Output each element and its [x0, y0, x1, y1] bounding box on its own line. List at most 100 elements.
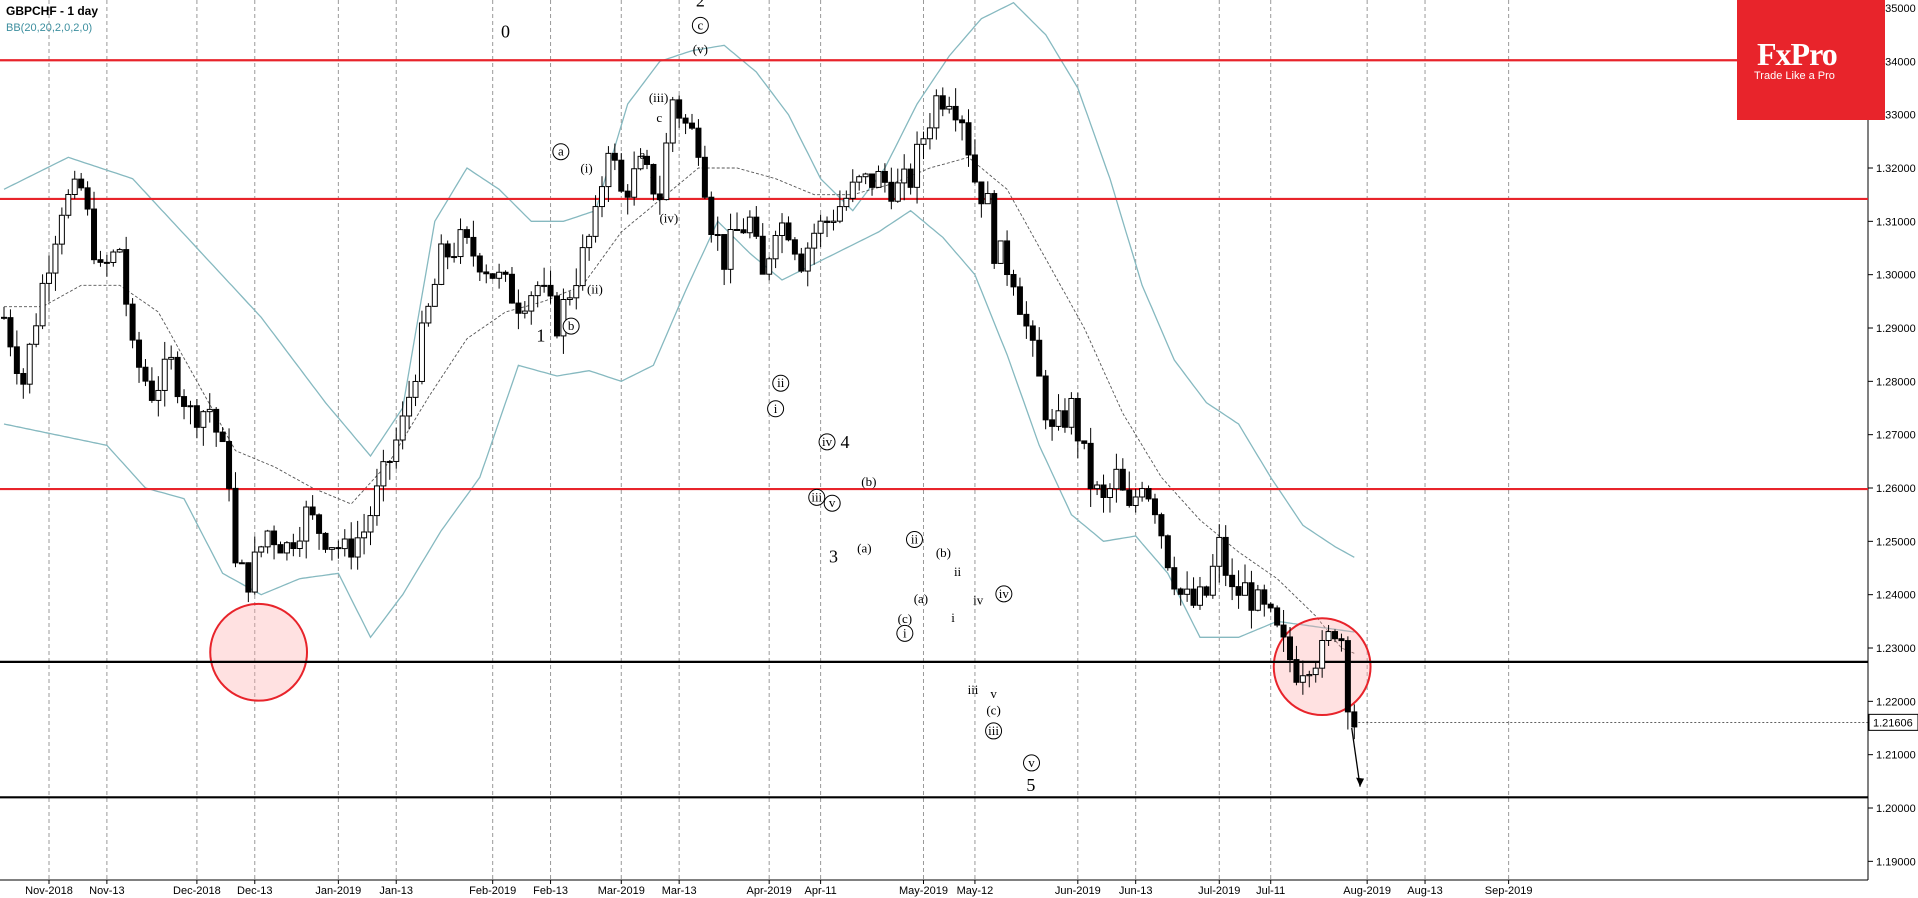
candle-body [644, 155, 650, 165]
projection-arrow-line [1351, 727, 1361, 787]
candle-body [1299, 675, 1306, 683]
chart-title: GBPCHF - 1 day [6, 4, 99, 18]
candle-body [496, 271, 503, 279]
candle-body [1145, 488, 1152, 500]
candle-body [579, 247, 586, 287]
wave-label: 3 [829, 547, 838, 567]
wave-label-ring [562, 317, 580, 335]
wave-label-ring [552, 143, 570, 161]
candle-body [701, 156, 708, 198]
candle-body [418, 322, 425, 382]
candle-body [1319, 639, 1326, 669]
candle-body [631, 168, 638, 198]
highlight-circle [209, 602, 309, 702]
candle-body [920, 138, 927, 145]
candle-body [13, 346, 20, 374]
candle-body [836, 206, 843, 222]
candle-body [489, 273, 496, 279]
candle-body [1216, 536, 1223, 567]
candle-body [804, 247, 811, 272]
wave-label: (b) [936, 545, 951, 560]
wave-label-ring [905, 530, 923, 548]
candle-body [1074, 397, 1081, 442]
wave-label-ring [995, 585, 1013, 603]
candle-body [573, 285, 580, 299]
logo-tagline: Trade Like a Pro [1754, 70, 1835, 82]
candle-body [740, 229, 747, 234]
candle-body [1312, 667, 1319, 676]
candle-body [476, 255, 483, 273]
y-tick-label: 1.28000 [1876, 376, 1916, 388]
candle-body [1254, 589, 1261, 611]
y-tick-label: 1.23000 [1876, 643, 1916, 655]
candle-body [650, 163, 657, 195]
candle-body [656, 193, 663, 201]
wave-label-ring [1023, 754, 1041, 772]
wave-label: (iii) [649, 90, 669, 105]
wave-label: 2 [696, 0, 705, 10]
candle-body [1151, 498, 1158, 516]
y-tick-label: 1.32000 [1876, 163, 1916, 175]
wave-label: ii [954, 564, 962, 579]
candle-body [136, 339, 143, 368]
candle-body [1287, 636, 1293, 661]
candle-body [412, 380, 419, 398]
x-tick-label: Sep-2019 [1485, 885, 1533, 897]
indicator-label: BB(20,20,2,0,2,0) [6, 22, 93, 34]
candle-body [200, 411, 207, 428]
candle-body [470, 236, 477, 257]
candle-body [528, 295, 535, 312]
candle-body [811, 232, 818, 249]
candle-body [406, 396, 413, 417]
candle-body [1351, 711, 1358, 728]
candle-body [380, 461, 387, 487]
current-price-tag [1868, 713, 1918, 731]
candle-body [232, 487, 239, 564]
candle-body [367, 515, 374, 533]
wave-label: (a) [857, 541, 871, 556]
wave-label: i [774, 401, 778, 416]
candle-body [785, 222, 792, 241]
candle-body [984, 193, 991, 205]
candle-body [1222, 536, 1229, 576]
wave-label: (c) [898, 611, 912, 626]
candle-body [952, 105, 959, 121]
candle-body [682, 117, 689, 124]
candle-body [1055, 410, 1062, 427]
candle-body [1100, 484, 1107, 498]
candle-body [779, 222, 786, 237]
candle-body [926, 127, 933, 140]
y-tick-label: 1.20000 [1876, 803, 1916, 815]
candle-body [91, 208, 98, 261]
candle-body [1132, 496, 1139, 506]
x-tick-label: Jan-13 [379, 885, 413, 897]
candle-body [1235, 586, 1242, 596]
candle-body [1184, 588, 1191, 595]
candle-body [7, 317, 14, 348]
candle-body [798, 253, 805, 272]
candle-body [451, 256, 458, 259]
wave-label: (v) [693, 41, 708, 56]
candle-body [39, 282, 46, 327]
candle-body [168, 356, 175, 360]
candle-body [753, 216, 760, 237]
candle-body [817, 220, 824, 234]
candle-body [843, 197, 850, 208]
candle-body [862, 173, 869, 178]
wave-label: 0 [501, 21, 510, 41]
wave-label: (b) [861, 474, 876, 489]
candle-body [425, 305, 432, 324]
candle-body [592, 206, 599, 237]
candle-body [1196, 586, 1203, 606]
candle-body [1158, 514, 1165, 537]
candle-body [791, 239, 798, 255]
y-tick-label: 1.29000 [1876, 323, 1916, 335]
candle-body [1036, 339, 1043, 377]
candle-body [361, 531, 368, 539]
wave-label: iv [973, 592, 984, 607]
candle-body [123, 249, 130, 305]
wave-label: iii [988, 723, 999, 738]
candle-body [766, 258, 773, 275]
candle-body [566, 297, 573, 301]
